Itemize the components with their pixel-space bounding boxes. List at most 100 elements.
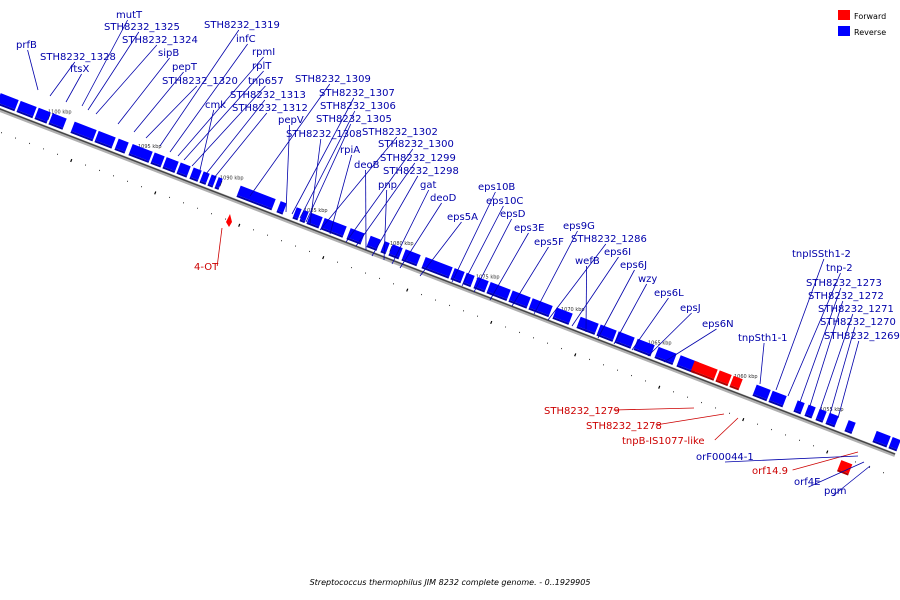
- gene-label-pept[interactable]: pepT: [172, 62, 198, 73]
- gene-label-orf4e[interactable]: orf4E: [794, 477, 820, 488]
- gene-label-eps6l[interactable]: eps6L: [654, 288, 684, 299]
- gene-label-epsj[interactable]: epsJ: [680, 303, 701, 314]
- leader-line: [547, 243, 607, 321]
- feature-shadow: [815, 418, 824, 423]
- tick-label: 1055 kbp: [820, 407, 844, 413]
- reverse-feature: [422, 256, 453, 277]
- leader-line: [613, 283, 648, 345]
- gene-label-ftsx[interactable]: ftsX: [70, 64, 89, 75]
- gene-label-rpmi[interactable]: rpmI: [252, 47, 275, 58]
- leader-line: [585, 265, 587, 333]
- leader-line: [285, 124, 290, 213]
- gene-label-sth8232-1270[interactable]: STH8232_1270: [820, 317, 896, 328]
- gene-label-infc[interactable]: infC: [236, 34, 256, 45]
- gene-label-gat[interactable]: gat: [420, 180, 436, 191]
- gene-label-tnp-2[interactable]: tnp-2: [826, 263, 853, 274]
- gene-label-orf00044-1[interactable]: orF00044-1: [696, 452, 754, 463]
- gene-label-rplt[interactable]: rplT: [252, 61, 272, 72]
- gene-label-sth8232-1300[interactable]: STH8232_1300: [378, 139, 454, 150]
- gene-label-deob[interactable]: deoB: [354, 160, 380, 171]
- feature-shadow: [380, 250, 387, 255]
- gene-label-sth8232-1298[interactable]: STH8232_1298: [383, 166, 459, 177]
- gene-label-sth8232-1271[interactable]: STH8232_1271: [818, 304, 894, 315]
- feature-shadow: [633, 348, 652, 357]
- gene-label-eps10c[interactable]: eps10C: [486, 196, 523, 207]
- gene-label-eps5f[interactable]: eps5F: [534, 237, 564, 248]
- gene-label-eps5a[interactable]: eps5A: [447, 212, 478, 223]
- gene-label-sth8232-1307[interactable]: STH8232_1307: [319, 88, 395, 99]
- leader-line: [775, 258, 825, 391]
- gene-label-wefb[interactable]: wefB: [575, 256, 600, 267]
- leader-line: [213, 112, 268, 179]
- reverse-feature: [753, 384, 771, 400]
- gene-label-eps3e[interactable]: eps3E: [514, 223, 544, 234]
- gene-label-sth8232-1302[interactable]: STH8232_1302: [362, 127, 438, 138]
- reverse-feature: [367, 235, 381, 249]
- gene-label-orf14-9[interactable]: orf14.9: [752, 466, 788, 477]
- gene-label-cmk[interactable]: cmk: [205, 100, 226, 111]
- gene-label-sth8232-1309[interactable]: STH8232_1309: [295, 74, 371, 85]
- gene-label-tnpissth1-2[interactable]: tnpISSth1-2: [792, 249, 851, 260]
- gene-label-eps6n[interactable]: eps6N: [702, 319, 734, 330]
- gene-label-sth8232-1328[interactable]: STH8232_1328: [40, 52, 116, 63]
- gene-label-sth8232-1299[interactable]: STH8232_1299: [380, 153, 456, 164]
- gene-label-sth8232-1308[interactable]: STH8232_1308: [286, 129, 362, 140]
- gene-label-deod[interactable]: deoD: [430, 193, 457, 204]
- leader-line: [391, 189, 430, 265]
- gene-label-tnpb-is1077-like[interactable]: tnpB-IS1077-like: [622, 436, 705, 447]
- gene-label-sth8232-1320[interactable]: STH8232_1320: [162, 76, 238, 87]
- gene-label-sipb[interactable]: sipB: [158, 48, 179, 59]
- leader-line: [65, 73, 82, 103]
- gene-label-wzy[interactable]: wzy: [638, 274, 657, 285]
- gene-label-sth8232-1312[interactable]: STH8232_1312: [232, 103, 308, 114]
- gene-label-4-ot[interactable]: 4-OT: [194, 262, 219, 273]
- gene-label-eps10b[interactable]: eps10B: [478, 182, 515, 193]
- gene-label-mutt[interactable]: mutT: [116, 10, 143, 21]
- gene-label-sth8232-1319[interactable]: STH8232_1319: [204, 20, 280, 31]
- gene-label-sth8232-1324[interactable]: STH8232_1324: [122, 35, 198, 46]
- forward-feature: [730, 375, 743, 389]
- feature-shadow: [189, 176, 199, 182]
- gene-label-pepv[interactable]: pepV: [278, 115, 304, 126]
- gene-label-pnp[interactable]: pnp: [378, 180, 397, 191]
- leader-line: [809, 300, 844, 407]
- legend-swatch-forward: [838, 10, 850, 20]
- gene-label-sth8232-1272[interactable]: STH8232_1272: [808, 291, 884, 302]
- reverse-feature: [826, 412, 839, 426]
- gene-label-pgm[interactable]: pgm: [824, 486, 846, 497]
- gene-label-sth8232-1306[interactable]: STH8232_1306: [320, 101, 396, 112]
- feature-shadow: [888, 446, 898, 452]
- reverse-feature: [389, 244, 403, 258]
- gene-label-sth8232-1278[interactable]: STH8232_1278: [586, 421, 662, 432]
- feature-shadow: [299, 219, 306, 224]
- gene-label-rpia[interactable]: rpiA: [340, 145, 360, 156]
- feature-shadow: [528, 307, 550, 318]
- reverse-feature: [215, 177, 223, 189]
- gene-label-eps6i[interactable]: eps6I: [604, 247, 631, 258]
- gene-label-tnp657[interactable]: tnp657: [248, 76, 284, 87]
- gene-label-epsd[interactable]: epsD: [500, 209, 526, 220]
- tick-label: 1100 kbp: [48, 109, 72, 115]
- reverse-feature: [553, 307, 573, 324]
- leader-line: [319, 136, 398, 231]
- reverse-feature: [402, 249, 421, 265]
- gene-label-tnpsth1-1[interactable]: tnpSth1-1: [738, 333, 788, 344]
- gene-label-eps9g[interactable]: eps9G: [563, 221, 595, 232]
- reverse-feature: [873, 430, 891, 446]
- feature-shadow: [70, 130, 94, 142]
- gene-label-sth8232-1286[interactable]: STH8232_1286: [571, 234, 647, 245]
- gene-label-sth8232-1305[interactable]: STH8232_1305: [316, 114, 392, 125]
- leader-line: [759, 342, 765, 385]
- feature-shadow: [0, 103, 16, 112]
- gene-label-sth8232-1313[interactable]: STH8232_1313: [230, 90, 306, 101]
- gene-label-prfb[interactable]: prfB: [16, 40, 37, 51]
- gene-label-sth8232-1269[interactable]: STH8232_1269: [824, 331, 900, 342]
- genome-track: [0, 107, 896, 457]
- gene-label-sth8232-1279[interactable]: STH8232_1279: [544, 406, 620, 417]
- feature-shadow: [276, 210, 284, 215]
- gene-label-sth8232-1273[interactable]: STH8232_1273: [806, 278, 882, 289]
- gene-label-eps6j[interactable]: eps6J: [620, 260, 647, 271]
- forward-feature: [837, 460, 853, 474]
- gene-label-sth8232-1325[interactable]: STH8232_1325: [104, 22, 180, 33]
